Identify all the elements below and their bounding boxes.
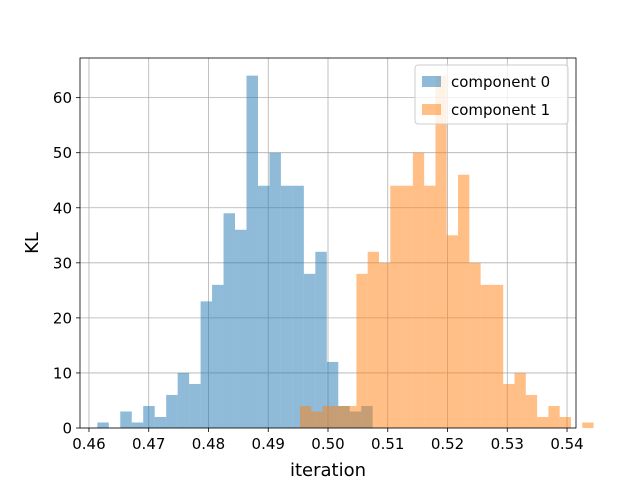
series-1-bar-1 [311, 411, 323, 428]
legend-swatch-0 [422, 76, 441, 87]
series-1-bar-18 [503, 383, 515, 428]
x-axis-label: iteration [290, 460, 366, 480]
series-0-bar-7 [177, 372, 190, 428]
series-1-bar-12 [435, 75, 447, 428]
x-axis-ticks: 0.46 0.47 0.48 0.49 0.50 0.51 0.52 0.53 0.54 [72, 428, 584, 453]
series-1-bar-3 [333, 405, 346, 428]
series-1-bar-9 [401, 185, 413, 428]
x-tick-label-2: 0.48 [192, 435, 225, 453]
legend-box [414, 64, 569, 125]
series-1-bar-0 [299, 405, 312, 428]
series-1-bar-4 [345, 405, 357, 428]
y-tick-label-4: 40 [53, 199, 72, 217]
series-0-bar-19 [315, 251, 327, 428]
y-tick-label-3: 30 [53, 254, 72, 272]
series-0-bar-8 [189, 383, 201, 428]
grid-lines [80, 58, 576, 429]
series-0-bar-9 [200, 301, 213, 428]
y-tick-label-0: 0 [62, 420, 72, 438]
legend-swatch-1 [422, 104, 441, 115]
legend-label-1: component 1 [451, 101, 550, 119]
series-0-bar-11 [223, 213, 236, 428]
x-tick-label-8: 0.54 [550, 435, 583, 453]
x-tick-label-5: 0.51 [371, 435, 404, 453]
series-1-bar-8 [390, 185, 402, 428]
series-1-bar-14 [458, 174, 470, 428]
series-0-bar-12 [235, 229, 247, 428]
series-1-bar-20 [525, 394, 538, 428]
x-tick-label-3: 0.49 [252, 435, 285, 453]
series-0-bar-0 [97, 422, 109, 428]
series-0-bar-13 [246, 75, 258, 428]
x-tick-label-0: 0.46 [72, 435, 105, 453]
histogram-bars [97, 75, 594, 428]
y-tick-label-6: 60 [53, 89, 72, 107]
y-axis-label: KL [22, 232, 43, 254]
series-0-bar-2 [120, 411, 132, 428]
y-tick-label-5: 50 [53, 144, 72, 162]
series-1-bar-7 [378, 262, 391, 428]
series-1-bar-13 [446, 235, 459, 428]
x-tick-label-4: 0.50 [311, 435, 344, 453]
y-tick-label-2: 20 [53, 309, 72, 327]
series-1-bar-15 [469, 262, 481, 428]
series-0-bar-3 [131, 422, 144, 428]
x-tick-label-6: 0.52 [431, 435, 464, 453]
series-0-bar-14 [257, 185, 270, 428]
series-1-bar-2 [322, 405, 334, 428]
series-1-bar-10 [412, 152, 425, 428]
series-1-bar-21 [537, 416, 549, 428]
series-1-bar-17 [491, 284, 504, 428]
x-tick-label-1: 0.47 [132, 435, 165, 453]
series-0-bars [97, 75, 373, 428]
legend-label-0: component 0 [451, 73, 550, 91]
series-1-bar-6 [367, 251, 379, 428]
series-1-bar-11 [424, 185, 436, 428]
series-1-bar-22 [548, 405, 560, 428]
series-0-bar-6 [166, 394, 178, 428]
y-axis-ticks: 0 10 20 30 40 50 60 [53, 89, 80, 438]
series-0-bar-18 [303, 273, 316, 428]
series-0-bar-16 [280, 185, 293, 428]
series-1-bar-25 [582, 422, 594, 428]
series-0-bar-17 [292, 185, 304, 428]
x-tick-label-7: 0.53 [491, 435, 524, 453]
series-0-bar-5 [154, 416, 167, 428]
series-0-bar-10 [212, 284, 224, 428]
series-1-bar-16 [480, 284, 492, 428]
series-0-bar-20 [326, 361, 339, 428]
series-1-bar-19 [514, 372, 526, 428]
legend: component 0 component 1 [414, 64, 569, 125]
series-0-bar-15 [269, 152, 281, 428]
series-0-bar-4 [143, 405, 155, 428]
series-1-bar-5 [356, 273, 368, 428]
series-1-bars [299, 75, 594, 428]
y-tick-label-1: 10 [53, 364, 72, 382]
series-1-bar-23 [559, 416, 571, 428]
